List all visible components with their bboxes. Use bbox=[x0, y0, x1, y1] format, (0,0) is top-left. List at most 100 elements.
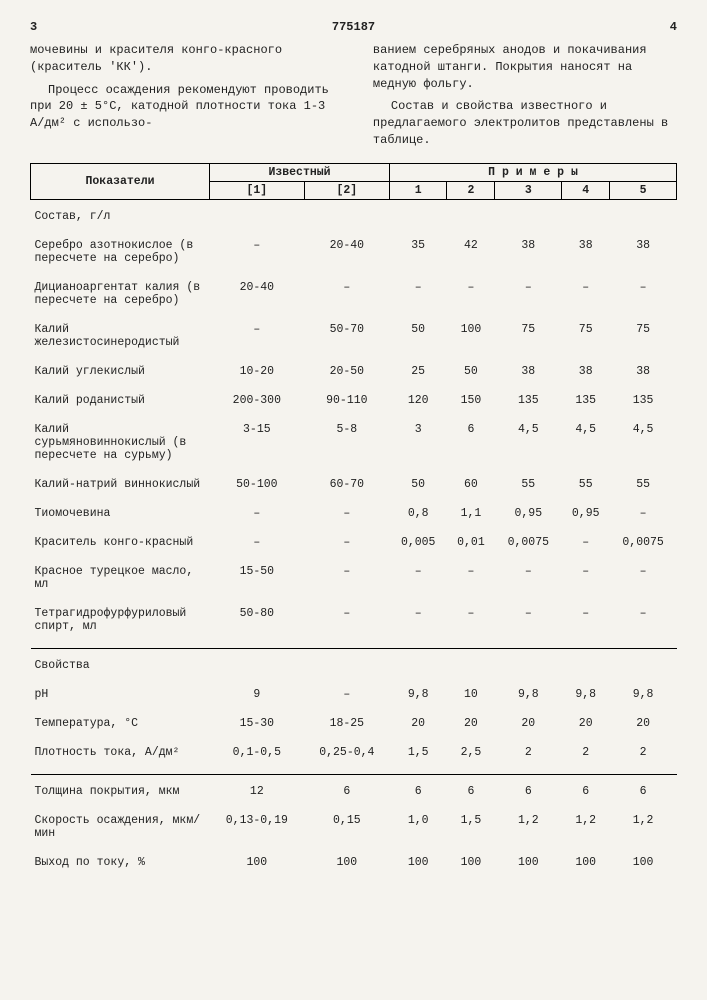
cell-value: 9,8 bbox=[495, 686, 562, 703]
cell-value: 12 bbox=[210, 774, 305, 800]
table-row: Температура, °С15-3018-252020202020 bbox=[31, 715, 677, 732]
cell-value: 50 bbox=[447, 363, 495, 380]
cell-value: 6 bbox=[562, 774, 610, 800]
cell-value: 2,5 bbox=[447, 744, 495, 761]
cell-value: 55 bbox=[610, 476, 677, 493]
cell-value: 4,5 bbox=[495, 421, 562, 464]
cell-value bbox=[610, 648, 677, 674]
cell-value: 18-25 bbox=[304, 715, 389, 732]
th-known: Известный bbox=[210, 163, 390, 181]
cell-value: 15-50 bbox=[210, 563, 305, 593]
th-e4: 4 bbox=[562, 181, 610, 199]
cell-value: 1,1 bbox=[447, 505, 495, 522]
cell-value bbox=[304, 199, 389, 225]
cell-value: 20 bbox=[390, 715, 447, 732]
row-label: Калий-натрий виннокислый bbox=[31, 476, 210, 493]
cell-value: 6 bbox=[495, 774, 562, 800]
row-label: Состав, г/л bbox=[31, 199, 210, 225]
row-label: Толщина покрытия, мкм bbox=[31, 774, 210, 800]
cell-value bbox=[495, 199, 562, 225]
table-row: Калий-натрий виннокислый50-10060-7050605… bbox=[31, 476, 677, 493]
cell-value: – bbox=[562, 605, 610, 635]
cell-value: 9,8 bbox=[610, 686, 677, 703]
cell-value: 10-20 bbox=[210, 363, 305, 380]
cell-value: – bbox=[304, 605, 389, 635]
cell-value: 50 bbox=[390, 476, 447, 493]
cell-value: – bbox=[210, 321, 305, 351]
cell-value: 0,005 bbox=[390, 534, 447, 551]
cell-value: 6 bbox=[304, 774, 389, 800]
cell-value: 100 bbox=[210, 854, 305, 871]
table-row: Калий сурьмяновиннокислый (в пересчете н… bbox=[31, 421, 677, 464]
cell-value: 20-50 bbox=[304, 363, 389, 380]
row-label: Плотность тока, А/дм² bbox=[31, 744, 210, 761]
page-num-left: 3 bbox=[30, 20, 37, 34]
cell-value: 60 bbox=[447, 476, 495, 493]
table-row: Красное турецкое масло, мл15-50–––––– bbox=[31, 563, 677, 593]
data-table: Показатели Известный П р и м е р ы [1] [… bbox=[30, 163, 677, 883]
cell-value: 0,95 bbox=[495, 505, 562, 522]
cell-value: 75 bbox=[562, 321, 610, 351]
cell-value bbox=[447, 199, 495, 225]
cell-value: 50-100 bbox=[210, 476, 305, 493]
cell-value: 0,25-0,4 bbox=[304, 744, 389, 761]
table-row: Тетрагидрофурфуриловый спирт, мл50-80–––… bbox=[31, 605, 677, 635]
cell-value: 20-40 bbox=[304, 237, 389, 267]
cell-value: 0,13-0,19 bbox=[210, 812, 305, 842]
cell-value: 1,5 bbox=[390, 744, 447, 761]
cell-value: 75 bbox=[610, 321, 677, 351]
cell-value bbox=[495, 648, 562, 674]
cell-value: 0,01 bbox=[447, 534, 495, 551]
th-k1: [1] bbox=[210, 181, 305, 199]
th-examples: П р и м е р ы bbox=[390, 163, 677, 181]
cell-value: 0,95 bbox=[562, 505, 610, 522]
table-row: Тиомочевина––0,81,10,950,95– bbox=[31, 505, 677, 522]
table-row: Калий железистосинеродистый–50-705010075… bbox=[31, 321, 677, 351]
cell-value: 1,0 bbox=[390, 812, 447, 842]
table-row: Толщина покрытия, мкм12666666 bbox=[31, 774, 677, 800]
cell-value: 100 bbox=[562, 854, 610, 871]
table-row: Свойства bbox=[31, 648, 677, 674]
cell-value: 20 bbox=[610, 715, 677, 732]
cell-value: – bbox=[304, 686, 389, 703]
table-row: Плотность тока, А/дм²0,1-0,50,25-0,41,52… bbox=[31, 744, 677, 761]
cell-value: 20-40 bbox=[210, 279, 305, 309]
left-p1: мочевины и красителя конго-красного (кра… bbox=[30, 42, 334, 76]
table-row: Выход по току, %100100100100100100100 bbox=[31, 854, 677, 871]
cell-value: – bbox=[390, 563, 447, 593]
cell-value: 50-80 bbox=[210, 605, 305, 635]
cell-value: 100 bbox=[390, 854, 447, 871]
cell-value: – bbox=[610, 279, 677, 309]
row-label: Краситель конго-красный bbox=[31, 534, 210, 551]
cell-value: 6 bbox=[447, 774, 495, 800]
cell-value bbox=[610, 199, 677, 225]
cell-value: 6 bbox=[610, 774, 677, 800]
cell-value: 50-70 bbox=[304, 321, 389, 351]
th-e3: 3 bbox=[495, 181, 562, 199]
left-p2: Процесс осаждения рекомендуют проводить … bbox=[30, 82, 334, 132]
cell-value bbox=[447, 648, 495, 674]
cell-value: 4,5 bbox=[610, 421, 677, 464]
doc-number: 775187 bbox=[332, 20, 375, 34]
table-row: Калий роданистый200-30090-11012015013513… bbox=[31, 392, 677, 409]
cell-value: – bbox=[390, 605, 447, 635]
cell-value: 0,0075 bbox=[495, 534, 562, 551]
cell-value: – bbox=[610, 563, 677, 593]
cell-value: 100 bbox=[304, 854, 389, 871]
cell-value: 55 bbox=[495, 476, 562, 493]
table-row: Серебро азотнокислое (в пересчете на сер… bbox=[31, 237, 677, 267]
cell-value: 0,0075 bbox=[610, 534, 677, 551]
cell-value: 3-15 bbox=[210, 421, 305, 464]
cell-value: 75 bbox=[495, 321, 562, 351]
table-row: Дицианоаргентат калия (в пересчете на се… bbox=[31, 279, 677, 309]
cell-value: 6 bbox=[447, 421, 495, 464]
cell-value: 1,2 bbox=[495, 812, 562, 842]
cell-value bbox=[210, 648, 305, 674]
cell-value: 55 bbox=[562, 476, 610, 493]
cell-value: 60-70 bbox=[304, 476, 389, 493]
right-p2: Состав и свойства известного и предлагае… bbox=[373, 98, 677, 148]
cell-value: – bbox=[495, 605, 562, 635]
cell-value: – bbox=[210, 534, 305, 551]
cell-value: – bbox=[610, 605, 677, 635]
cell-value: 200-300 bbox=[210, 392, 305, 409]
